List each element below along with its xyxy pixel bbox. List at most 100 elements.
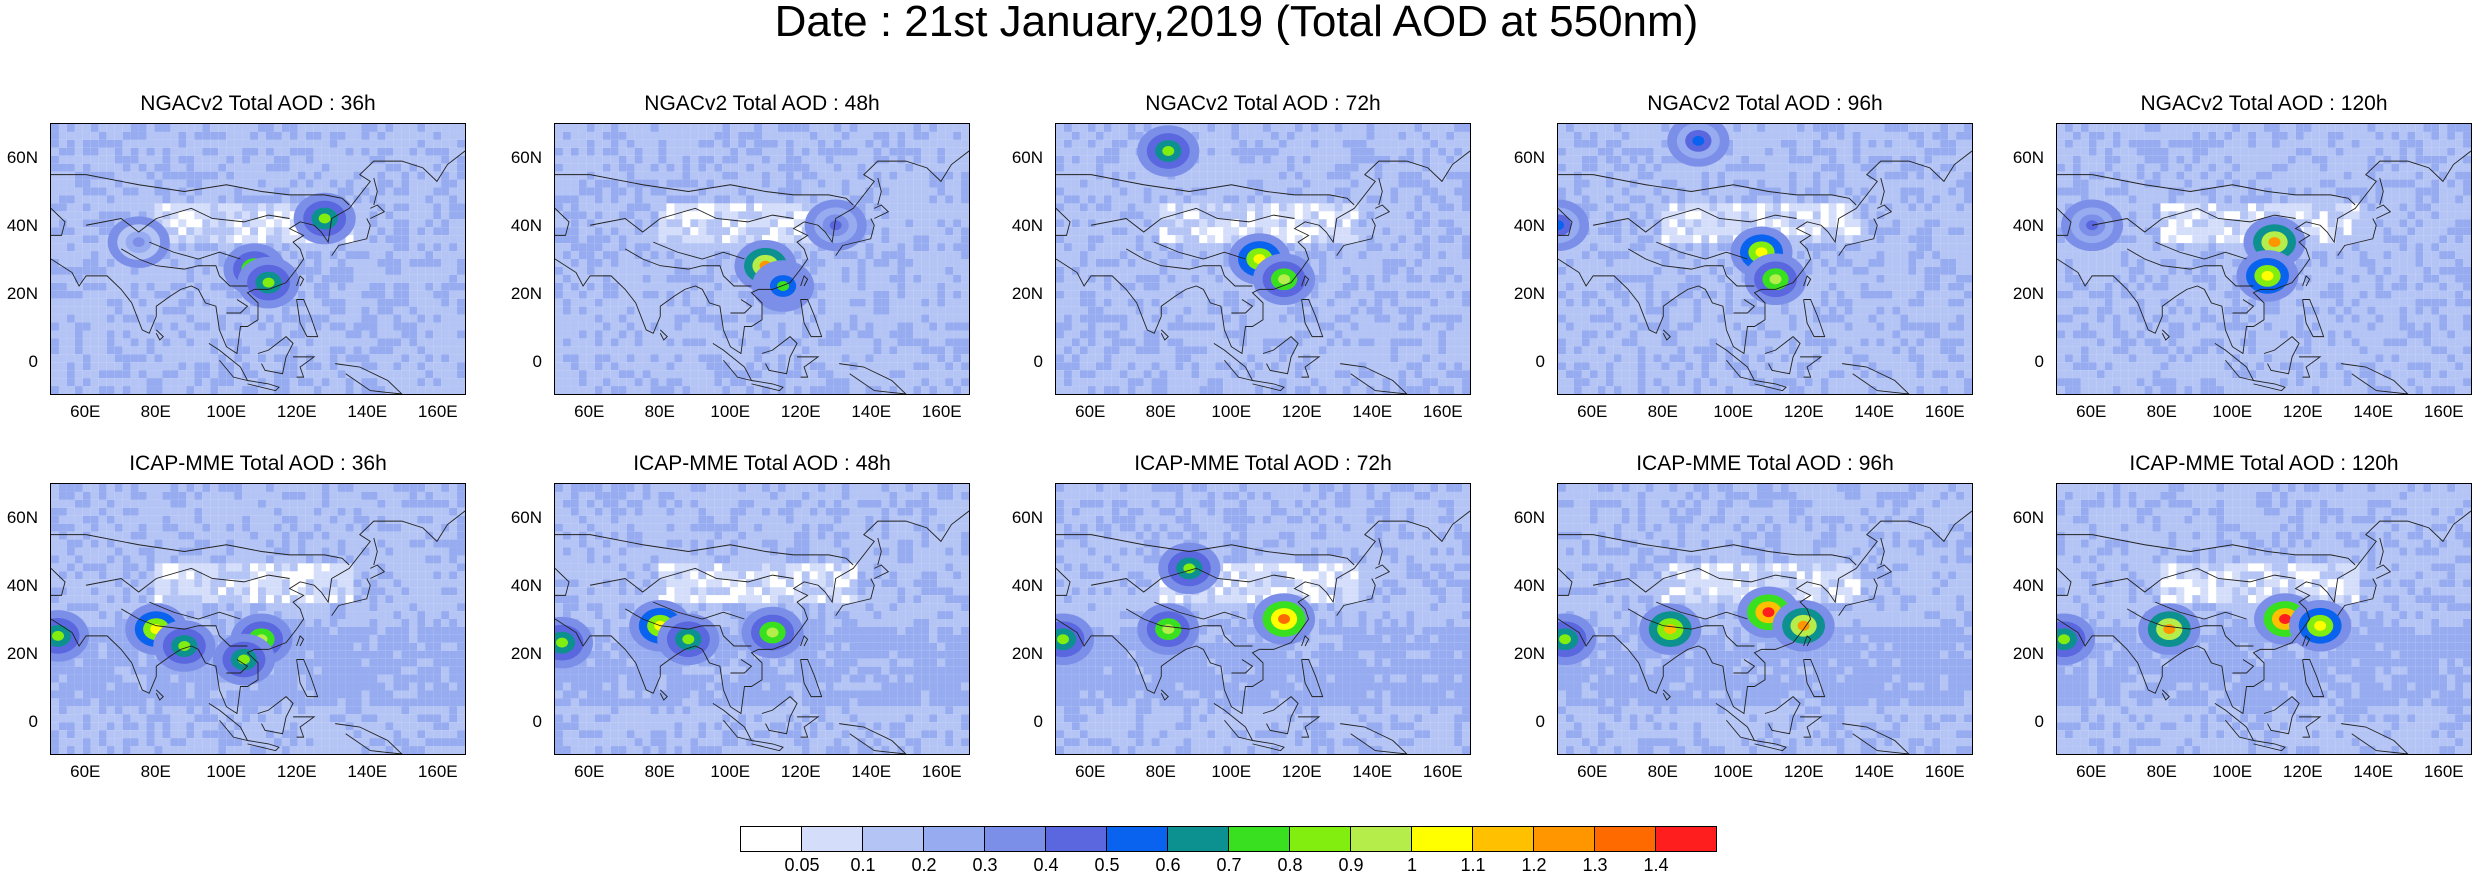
lon-tick-label: 160E [1925, 763, 1965, 780]
lon-tick-label: 160E [1423, 403, 1463, 420]
aod-hotspot [153, 620, 215, 672]
aod-hotspot [1773, 600, 1835, 652]
lon-tick-label: 100E [1211, 403, 1251, 420]
colorbar-tick-label: 0.3 [972, 856, 997, 874]
lon-tick-label: 160E [922, 403, 962, 420]
lon-tick-label: 80E [141, 403, 171, 420]
aod-map [1557, 123, 1973, 395]
lon-tick-label: 140E [347, 763, 387, 780]
lon-tick-label: 160E [1423, 763, 1463, 780]
lon-tick-label: 100E [1211, 763, 1251, 780]
lon-tick-label: 80E [2147, 403, 2177, 420]
lon-tick-label: 100E [2212, 763, 2252, 780]
lon-tick-label: 80E [1146, 763, 1176, 780]
lon-tick-label: 100E [206, 403, 246, 420]
colorbar-tick-label: 0.4 [1033, 856, 1058, 874]
panel-title: ICAP-MME Total AOD : 48h [554, 453, 970, 475]
colorbar-swatch [740, 826, 802, 852]
colorbar-tick-label: 0.05 [784, 856, 819, 874]
lat-tick-label: 0 [1536, 353, 1545, 370]
lon-tick-label: 60E [1075, 403, 1105, 420]
aod-hotspot [805, 199, 867, 251]
colorbar-swatch [801, 826, 863, 852]
colorbar-tick-label: 0.9 [1338, 856, 1363, 874]
lat-tick-label: 60N [7, 149, 38, 166]
lat-tick-label: 40N [1012, 577, 1043, 594]
lon-tick-label: 60E [2076, 763, 2106, 780]
colorbar-swatch [1045, 826, 1107, 852]
colorbar-swatch [1167, 826, 1229, 852]
lat-tick-label: 60N [1514, 149, 1545, 166]
lat-tick-label: 40N [7, 217, 38, 234]
lon-tick-label: 60E [1577, 403, 1607, 420]
lon-tick-label: 160E [2424, 403, 2464, 420]
lon-tick-label: 60E [1075, 763, 1105, 780]
aod-map [2056, 123, 2472, 395]
lon-tick-label: 120E [1784, 763, 1824, 780]
lon-tick-label: 80E [1146, 403, 1176, 420]
colorbar-tick-label: 1.2 [1521, 856, 1546, 874]
lat-tick-label: 40N [2013, 577, 2044, 594]
figure-title: Date : 21st January,2019 (Total AOD at 5… [0, 0, 2473, 44]
lat-tick-label: 0 [533, 713, 542, 730]
lon-tick-label: 100E [2212, 403, 2252, 420]
lat-tick-label: 20N [511, 645, 542, 662]
panel-title: NGACv2 Total AOD : 36h [50, 93, 466, 115]
lat-tick-label: 60N [511, 149, 542, 166]
panel-title: ICAP-MME Total AOD : 36h [50, 453, 466, 475]
lat-tick-label: 0 [1034, 353, 1043, 370]
lon-tick-label: 80E [1648, 403, 1678, 420]
lon-tick-label: 120E [781, 403, 821, 420]
lon-tick-label: 140E [1352, 403, 1392, 420]
lat-tick-label: 20N [1514, 285, 1545, 302]
aod-hotspot [741, 607, 803, 659]
aod-hotspot [1253, 253, 1315, 305]
lon-tick-label: 60E [2076, 403, 2106, 420]
colorbar-tick-label: 0.8 [1277, 856, 1302, 874]
aod-hotspot [1744, 253, 1806, 305]
aod-hotspot [1158, 543, 1220, 595]
colorbar-tick-label: 0.7 [1216, 856, 1241, 874]
lat-tick-label: 40N [1514, 577, 1545, 594]
lon-tick-label: 60E [574, 763, 604, 780]
lon-tick-label: 140E [1854, 763, 1894, 780]
lat-tick-label: 20N [1514, 645, 1545, 662]
lon-tick-label: 140E [2353, 763, 2393, 780]
lon-tick-label: 80E [141, 763, 171, 780]
lat-tick-label: 0 [533, 353, 542, 370]
aod-hotspot [237, 257, 299, 309]
lon-tick-label: 120E [1282, 403, 1322, 420]
aod-field [51, 124, 465, 394]
aod-field [1056, 124, 1470, 394]
aod-field [51, 484, 465, 754]
lon-tick-label: 80E [1648, 763, 1678, 780]
panel-title: NGACv2 Total AOD : 72h [1055, 93, 1471, 115]
lat-tick-label: 20N [1012, 645, 1043, 662]
aod-field [555, 124, 969, 394]
lon-tick-label: 120E [1784, 403, 1824, 420]
lon-tick-label: 160E [922, 763, 962, 780]
colorbar-swatch [923, 826, 985, 852]
colorbar-swatch [1533, 826, 1595, 852]
panel-title: NGACv2 Total AOD : 96h [1557, 93, 1973, 115]
lat-tick-label: 40N [1012, 217, 1043, 234]
lat-tick-label: 60N [2013, 509, 2044, 526]
colorbar-tick-label: 1.4 [1643, 856, 1668, 874]
lat-tick-label: 0 [29, 353, 38, 370]
lat-tick-label: 20N [511, 285, 542, 302]
lon-tick-label: 160E [2424, 763, 2464, 780]
lat-tick-label: 60N [7, 509, 38, 526]
colorbar-swatch [1594, 826, 1656, 852]
lat-tick-label: 60N [1012, 149, 1043, 166]
lon-tick-label: 100E [1713, 763, 1753, 780]
colorbar-tick-label: 0.1 [850, 856, 875, 874]
panel-title: ICAP-MME Total AOD : 120h [2056, 453, 2472, 475]
